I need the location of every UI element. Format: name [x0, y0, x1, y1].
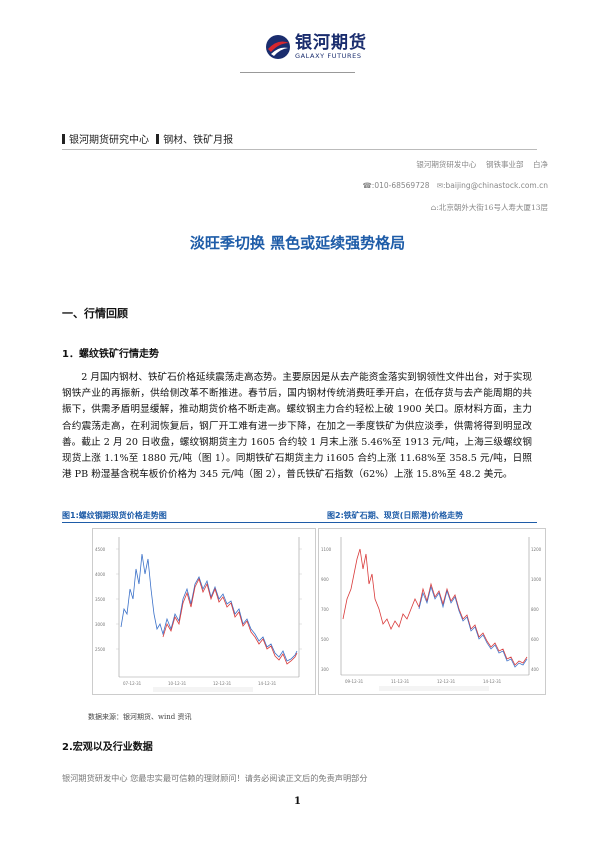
svg-text:11-12-31: 11-12-31 [391, 679, 410, 684]
svg-text:14-12-31: 14-12-31 [258, 681, 277, 686]
svg-text:2500: 2500 [95, 647, 106, 652]
body-paragraph: 2 月国内钢材、铁矿石价格延续震荡走高态势。主要原因是从去产能资金落实到钢领性文… [62, 372, 532, 481]
breadcrumb-report-type: 钢材、铁矿月报 [163, 135, 234, 146]
galaxy-logo-icon [266, 35, 290, 59]
svg-text:4000: 4000 [95, 572, 106, 577]
svg-text:1000: 1000 [531, 577, 542, 582]
svg-text:4500: 4500 [95, 547, 106, 552]
figure2-chart-image: 1100 900 700 500 300 1200 1000 800 600 400 09-… [318, 528, 546, 695]
data-source-note: 数据来源：银河期货、wind 资讯 [88, 713, 192, 721]
subsection-heading: 2.宏观以及行业数据 [62, 742, 153, 753]
rebar-price-chart-picture: 4500 4000 3500 3000 2500 07-12-31 10-12-31 1… [95, 537, 302, 692]
author-dept: 银河期货研发中心 [416, 160, 477, 169]
svg-text:400: 400 [531, 667, 539, 672]
logo-text-en: GALAXY FUTURES [295, 52, 362, 60]
caption-rule [62, 522, 537, 523]
svg-text:12-12-31: 12-12-31 [437, 679, 456, 684]
header-rule [240, 72, 355, 73]
breadcrumb-rule [62, 149, 537, 150]
author-phone: 010-68569728 [374, 181, 430, 190]
author-group: 钢铁事业部 [485, 160, 524, 169]
svg-text:900: 900 [321, 577, 329, 582]
author-address: 北京朝外大街16号人寿大厦13层 [438, 203, 548, 212]
figure2-caption: 图2:铁矿石期、现货(日照港)价格走势 [327, 511, 464, 520]
breadcrumb-research-center: 银河期货研究中心 [69, 135, 149, 146]
author-email: baijing@chinastock.com.cn [445, 181, 549, 190]
report-title: 淡旺季切换 黑色或延续强势格局 [189, 234, 406, 252]
svg-text:600: 600 [531, 637, 539, 642]
breadcrumb-marker [62, 134, 65, 144]
svg-text:14-12-31: 14-12-31 [483, 679, 502, 684]
mail-icon: ✉: [436, 181, 446, 190]
svg-text:12-12-31: 12-12-31 [213, 681, 232, 686]
subsection-heading: 1．螺纹铁矿行情走势 [62, 349, 159, 360]
svg-text:300: 300 [321, 667, 329, 672]
author-line: 银河期货研发中心 钢铁事业部 白净 [416, 159, 548, 170]
section-heading: 一、行情回顾 [62, 307, 128, 320]
logo-text-cn: 银河期货 [295, 33, 367, 53]
breadcrumb: 银河期货研究中心 钢材、铁矿月报 [62, 131, 233, 146]
figure1-chart-image: 4500 4000 3500 3000 2500 07-12-31 10-12-31 1… [92, 528, 316, 695]
svg-text:500: 500 [321, 637, 329, 642]
svg-text:1100: 1100 [321, 547, 332, 552]
iron-ore-price-chart-picture: 1100 900 700 500 300 1200 1000 800 600 400 09-… [321, 537, 542, 691]
svg-text:1200: 1200 [531, 547, 542, 552]
svg-text:3000: 3000 [95, 622, 106, 627]
contact-line: ☎:010-68569728 ✉:baijing@chinastock.com.… [362, 181, 548, 190]
svg-text:800: 800 [531, 607, 539, 612]
company-logo: 银河期货 GALAXY FUTURES [265, 34, 367, 60]
svg-text:700: 700 [321, 607, 329, 612]
address-line: ⌂:北京朝外大街16号人寿大厦13层 [431, 202, 548, 213]
author-name: 白净 [533, 160, 548, 169]
page-footer-disclaimer: 银河期货研发中心 您最忠实最可信赖的理财顾问！请务必阅读正文后的免责声明部分 [62, 773, 368, 783]
svg-text:09-12-31: 09-12-31 [345, 679, 364, 684]
page-number: 1 [294, 796, 301, 807]
svg-text:07-12-31: 07-12-31 [123, 681, 142, 686]
svg-text:10-12-31: 10-12-31 [168, 681, 187, 686]
address-icon: ⌂: [430, 203, 439, 212]
phone-icon: ☎: [362, 181, 375, 190]
svg-text:3500: 3500 [95, 597, 106, 602]
breadcrumb-marker [156, 134, 160, 144]
figure1-caption: 图1:螺纹钢期现货价格走势图 [62, 511, 167, 520]
